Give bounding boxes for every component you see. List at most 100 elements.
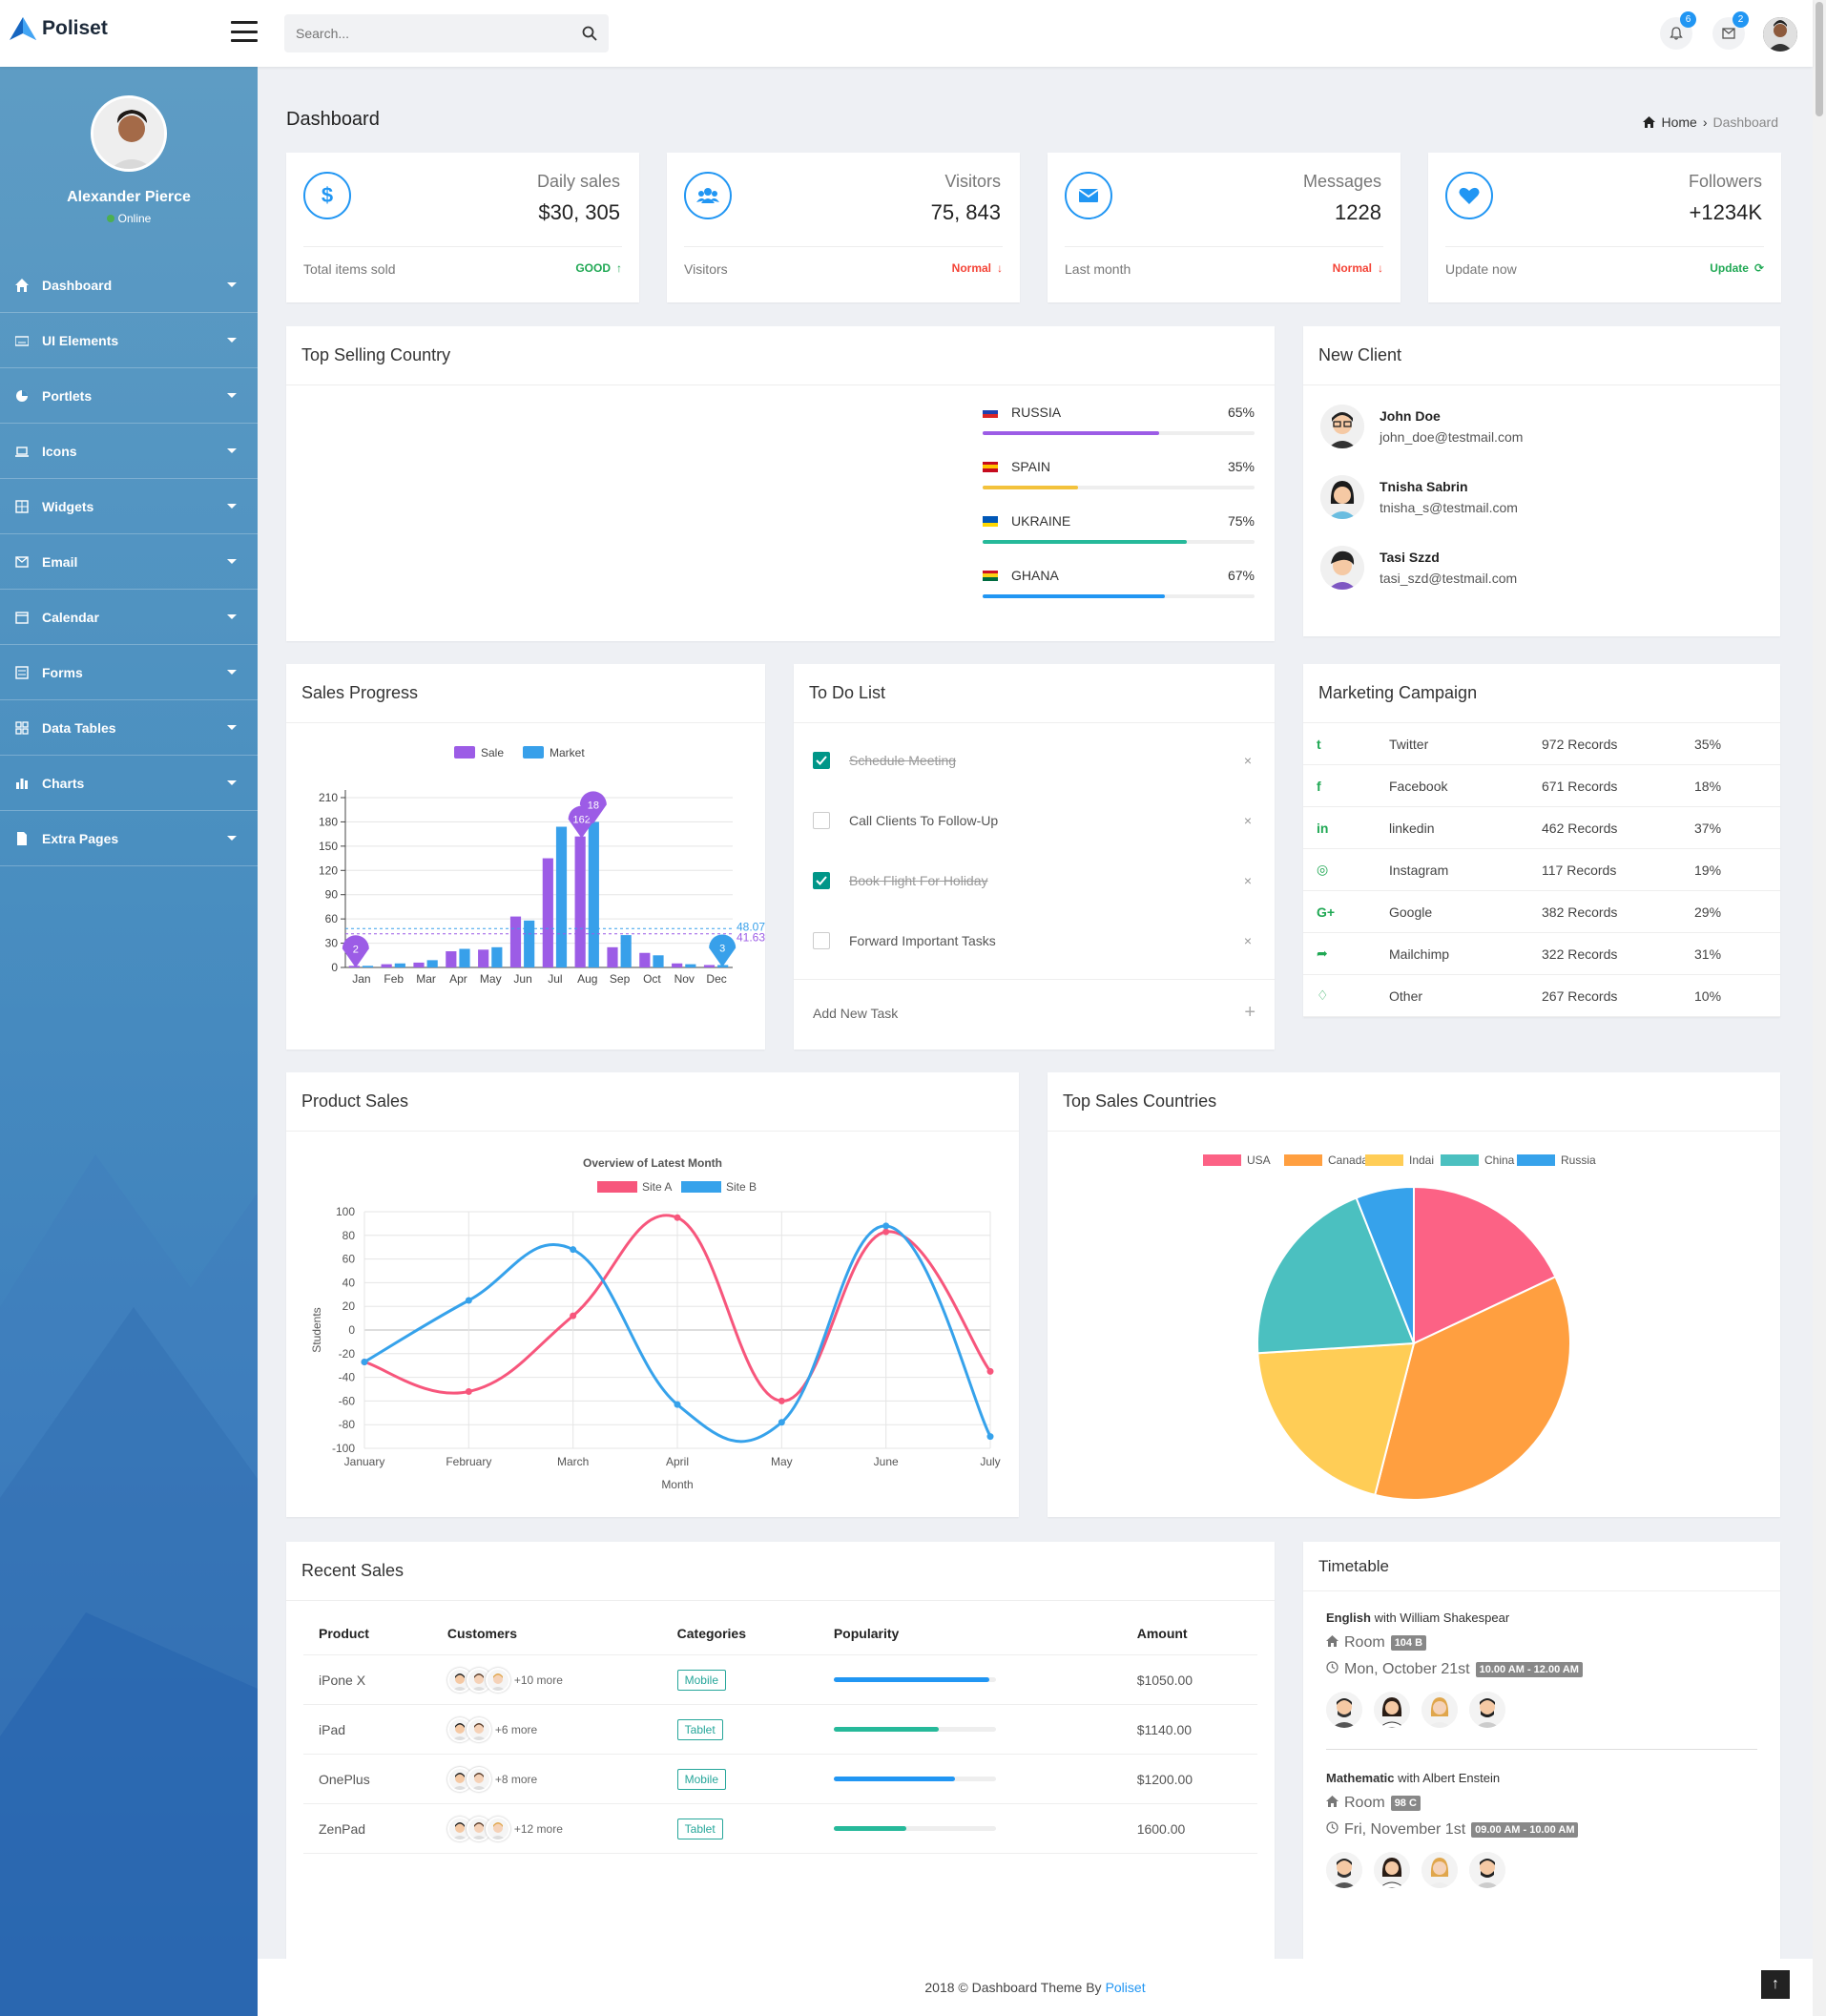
sidebar-item-label: Calendar: [42, 609, 99, 625]
pie-slice-usa: [1413, 1185, 1557, 1345]
bar-market-jul: [555, 826, 568, 967]
sidebar-item-charts[interactable]: Charts: [0, 756, 258, 811]
marketing-pct: 19%: [1694, 862, 1722, 878]
bar-sale-may: [478, 949, 489, 967]
page-scrollbar[interactable]: [1813, 0, 1826, 2016]
plus-icon[interactable]: +: [1244, 1002, 1255, 1023]
sidebar-item-forms[interactable]: Forms: [0, 645, 258, 700]
customer-avatar: [485, 1667, 510, 1693]
data-point: [986, 1433, 994, 1441]
notifications-button[interactable]: 6: [1660, 11, 1696, 50]
caret-down-icon: [227, 614, 237, 619]
scroll-to-top-button[interactable]: ↑: [1761, 1970, 1790, 1999]
sidebar-item-icons[interactable]: Icons: [0, 424, 258, 479]
todo-checkbox[interactable]: [813, 932, 830, 949]
x-tick-label: Jul: [548, 972, 562, 986]
sidebar: Alexander Pierce Online Dashboard UI Elem…: [0, 67, 258, 2016]
sidebar-item-label: Widgets: [42, 498, 94, 514]
bar-sale-jun: [509, 916, 522, 967]
table-row[interactable]: iPad +6 more Tablet $1140.00: [303, 1704, 1257, 1755]
bar-sale-sep: [607, 946, 618, 967]
legend-swatch-sale: [454, 746, 475, 759]
flag-icon: [983, 515, 998, 527]
x-tick-label: June: [874, 1455, 899, 1468]
footer-link[interactable]: Poliset: [1105, 1980, 1146, 1995]
timetable-date: Mon, October 21st 10.00 AM - 12.00 AM: [1326, 1661, 1757, 1678]
data-point: [882, 1228, 890, 1236]
sidebar-item-extra-pages[interactable]: Extra Pages: [0, 811, 258, 866]
amount: $1200.00: [1121, 1754, 1257, 1804]
close-icon[interactable]: ×: [1243, 753, 1252, 768]
stat-status: Update ⟳: [1710, 261, 1764, 275]
marketing-records: 462 Records: [1542, 820, 1618, 836]
product-name: OnePlus: [303, 1754, 432, 1804]
sidebar-item-label: Email: [42, 553, 78, 570]
x-tick-label: May: [480, 972, 502, 986]
calendar-icon: [15, 611, 29, 624]
product-sales-chart: Overview of Latest Month Site A Site B 100 8…: [310, 1156, 1001, 1491]
app-logo[interactable]: Poliset: [10, 17, 108, 40]
country-progress-bar: [983, 540, 1255, 544]
top-selling-country-card: Top Selling Country RUSSIA 65% SPAIN 35% UKR…: [286, 326, 1275, 641]
todo-checkbox[interactable]: [813, 752, 830, 769]
add-task-row[interactable]: Add New Task +: [813, 1002, 1255, 1023]
table-row[interactable]: OnePlus +8 more Mobile $1200.00: [303, 1754, 1257, 1804]
sidebar-item-dashboard[interactable]: Dashboard: [0, 258, 258, 313]
legend-label-sale: Sale: [481, 746, 504, 759]
close-icon[interactable]: ×: [1243, 873, 1252, 888]
breadcrumb-home[interactable]: Home: [1661, 114, 1697, 130]
bar-market-feb: [394, 963, 405, 967]
table-row[interactable]: iPone X +10 more Mobile $1050.00: [303, 1654, 1257, 1705]
x-tick-label: Dec: [706, 972, 726, 986]
marketing-name: Mailchimp: [1389, 946, 1450, 962]
marketing-row-linkedin: in linkedin 462 Records 37%: [1303, 807, 1780, 849]
form-icon: [15, 665, 29, 679]
todo-checkbox[interactable]: [813, 872, 830, 889]
y-tick-label: -100: [332, 1442, 355, 1455]
laptop-icon: [15, 445, 29, 458]
search-input[interactable]: [296, 26, 582, 41]
home-icon: [1326, 1795, 1338, 1812]
stat-card-daily-sales: $ Daily sales $30, 305 Total items sold GOOD…: [286, 153, 639, 302]
sidebar-item-email[interactable]: Email: [0, 534, 258, 590]
instagram-icon: ◎: [1317, 862, 1329, 877]
sidebar-item-widgets[interactable]: Widgets: [0, 479, 258, 534]
x-tick-label: January: [344, 1455, 385, 1468]
client-email: tnisha_s@testmail.com: [1380, 500, 1518, 515]
todo-text: Call Clients To Follow-Up: [849, 813, 999, 828]
user-avatar[interactable]: [1763, 17, 1797, 52]
y-tick-label: -60: [339, 1394, 356, 1407]
sidebar-item-label: Charts: [42, 775, 85, 791]
svg-text:$: $: [322, 184, 333, 207]
marketing-row-instagram: ◎ Instagram 117 Records 19%: [1303, 849, 1780, 891]
table-row[interactable]: ZenPad +12 more Tablet 1600.00: [303, 1803, 1257, 1854]
home-icon: [15, 278, 29, 292]
pie-slice-russia: [1355, 1185, 1415, 1344]
client-row[interactable]: Tasi Szzd tasi_szd@testmail.com: [1320, 546, 1517, 590]
search-icon[interactable]: [582, 26, 597, 41]
client-row[interactable]: Tnisha Sabrin tnisha_s@testmail.com: [1320, 475, 1518, 519]
clock-icon: [1326, 1661, 1338, 1678]
todo-checkbox[interactable]: [813, 812, 830, 829]
amount: $1140.00: [1121, 1704, 1257, 1755]
customers-more: +12 more: [513, 1821, 563, 1836]
caret-down-icon: [227, 282, 237, 287]
twitter-icon: t: [1317, 736, 1321, 752]
amount: $1050.00: [1121, 1654, 1257, 1705]
close-icon[interactable]: ×: [1243, 933, 1252, 948]
todo-item: Forward Important Tasks ×: [813, 932, 1252, 949]
messages-button[interactable]: 2: [1712, 11, 1749, 50]
clock-icon: [1326, 1821, 1338, 1839]
attendee-avatar: [1374, 1692, 1410, 1728]
sidebar-item-ui-elements[interactable]: UI Elements: [0, 313, 258, 368]
profile-avatar[interactable]: [91, 95, 167, 172]
sidebar-item-portlets[interactable]: Portlets: [0, 368, 258, 424]
sidebar-item-data-tables[interactable]: Data Tables: [0, 700, 258, 756]
sidebar-item-calendar[interactable]: Calendar: [0, 590, 258, 645]
timetable-room: Room 98 C: [1326, 1795, 1757, 1812]
close-icon[interactable]: ×: [1243, 813, 1252, 828]
menu-toggle-icon[interactable]: [231, 21, 258, 42]
marketing-records: 671 Records: [1542, 778, 1618, 794]
client-row[interactable]: John Doe john_doe@testmail.com: [1320, 405, 1523, 448]
timetable-teacher: with William Shakespear: [1374, 1611, 1510, 1625]
